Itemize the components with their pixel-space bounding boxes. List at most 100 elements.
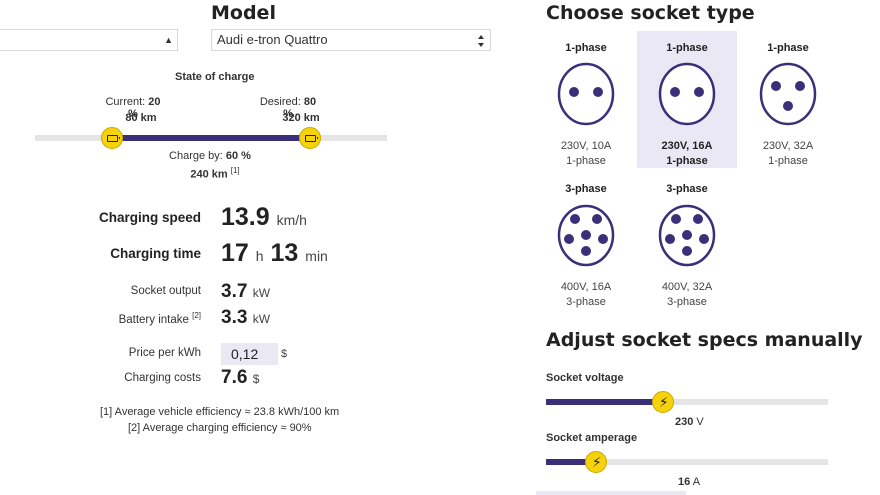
charge-by: Charge by: 60 % (160, 150, 260, 162)
socket-sub-label: 1-phase (666, 155, 708, 167)
amperage-slider-handle[interactable]: ⚡︎ (584, 451, 607, 473)
charge-by-km-wrap: 240 km [1] (170, 166, 260, 181)
charging-speed-number: 13.9 (221, 203, 270, 231)
price-input[interactable]: 0,12 (221, 343, 278, 365)
socket-option[interactable]: 1-phase 230V, 16A 1-phase (637, 31, 737, 168)
voltage-slider-track[interactable] (546, 399, 828, 405)
three-phase-socket-icon (658, 204, 716, 267)
socket-sub-label: 1-phase (566, 155, 606, 167)
voltage-slider-fill (546, 399, 659, 405)
soc-desired-km: 320 km (282, 112, 320, 124)
socket-option[interactable]: 1-phase 230V, 10A 1-phase (536, 31, 636, 168)
socket-spec: 400V, 32A (661, 281, 713, 293)
lightning-bolt-icon: ⚡︎ (591, 455, 602, 471)
battery-icon (305, 135, 318, 142)
amperage-value: 16 (678, 476, 691, 488)
socket-type-title: Choose socket type (546, 2, 755, 24)
single-phase-socket-icon (658, 62, 716, 126)
socket-option[interactable]: 3-phase 400V, 32A 3-phase (637, 172, 737, 309)
battery-intake-label: Battery intake (118, 313, 189, 326)
make-select[interactable]: ▲ (0, 29, 178, 51)
socket-output-label: Socket output (130, 285, 201, 297)
manual-title: Adjust socket specs manually (546, 329, 863, 351)
battery-intake-unit: kW (252, 312, 271, 326)
socket-output-unit: kW (252, 286, 271, 300)
socket-phase-label: 1-phase (565, 42, 607, 54)
charging-time-label: Charging time (110, 246, 201, 261)
amperage-slider-fill (546, 459, 597, 465)
battery-icon (107, 135, 120, 142)
socket-spec: 230V, 32A (762, 140, 814, 152)
model-select[interactable]: Audi e-tron Quattro (211, 29, 491, 51)
charging-time-value: 17 h 13 min (221, 239, 328, 268)
charge-by-pct: 60 % (225, 150, 251, 162)
chevron-updown-icon (477, 30, 485, 55)
socket-spec: 400V, 16A (560, 281, 612, 293)
socket-output-value: 3.7 kW (221, 281, 270, 303)
footnote-1: [1] Average vehicle efficiency ≈ 23.8 kW… (100, 406, 340, 418)
amperage-label: Socket amperage (546, 432, 638, 444)
charging-costs-unit: $ (252, 372, 260, 386)
amperage-unit: A (692, 476, 701, 488)
single-phase-socket-icon (557, 62, 615, 126)
soc-current-km: 80 km (125, 112, 157, 124)
soc-desired-handle[interactable] (299, 127, 321, 149)
charging-time-hours: 17 (221, 239, 249, 267)
lightning-bolt-icon: ⚡︎ (658, 395, 669, 411)
soc-desired: Desired: 80 % (255, 96, 321, 120)
charging-costs-label: Charging costs (124, 372, 201, 384)
amperage-readout: 16 A (678, 476, 700, 488)
footnote-2: [2] Average charging efficiency ≈ 90% (128, 422, 312, 434)
charge-by-label: Charge by: (169, 150, 223, 162)
soc-current-km-wrap: 80 km (100, 112, 182, 124)
price-unit: $ (281, 348, 288, 360)
charging-speed-unit: km/h (276, 212, 307, 228)
soc-desired-km-wrap: 320 km (260, 112, 342, 124)
charging-time-min-unit: min (305, 248, 328, 264)
charging-speed-value: 13.9 km/h (221, 203, 307, 232)
battery-intake-label-wrap: Battery intake [2] (60, 311, 201, 326)
voltage-slider-handle[interactable]: ⚡︎ (651, 391, 674, 413)
model-select-value: Audi e-tron Quattro (217, 32, 328, 47)
soc-slider-range (112, 135, 311, 141)
socket-output-number: 3.7 (221, 281, 248, 302)
battery-intake-number: 3.3 (221, 307, 248, 328)
socket-phase-label: 1-phase (767, 42, 809, 54)
soc-current-pct: 20 % (128, 96, 161, 120)
charge-by-km: 240 km (190, 168, 228, 181)
amperage-slider-track[interactable] (546, 459, 828, 465)
charging-costs-value: 7.6 $ (221, 367, 259, 389)
socket-sub-label: 3-phase (667, 296, 707, 308)
soc-current-handle[interactable] (101, 127, 123, 149)
socket-phase-label: 3-phase (666, 183, 708, 195)
chevron-updown-icon: ▲ (164, 35, 173, 45)
socket-phase-label: 1-phase (666, 42, 708, 54)
socket-spec: 230V, 10A (560, 140, 612, 152)
charging-time-minutes: 13 (270, 239, 299, 267)
soc-current: Current: 20 % (100, 96, 166, 120)
voltage-unit: V (696, 416, 704, 428)
single-phase-socket-icon (759, 62, 817, 126)
charging-speed-label: Charging speed (98, 210, 201, 225)
socket-option[interactable]: 1-phase 230V, 32A 1-phase (738, 31, 838, 168)
battery-intake-ref: [2] (192, 311, 201, 320)
three-phase-socket-icon (557, 204, 615, 267)
voltage-label: Socket voltage (546, 372, 624, 384)
charging-costs-number: 7.6 (221, 367, 248, 388)
soc-desired-label: Desired: (259, 96, 301, 108)
battery-intake-value: 3.3 kW (221, 307, 270, 329)
charging-time-h-unit: h (255, 248, 264, 264)
socket-spec: 230V, 16A (661, 140, 713, 152)
soc-desired-pct: 80 % (283, 96, 317, 120)
model-title: Model (211, 2, 276, 24)
socket-sub-label: 3-phase (566, 296, 606, 308)
price-label: Price per kWh (128, 347, 201, 359)
soc-current-label: Current: (105, 96, 146, 108)
socket-option[interactable]: 3-phase 400V, 16A 3-phase (536, 172, 636, 309)
voltage-readout: 230 V (675, 416, 704, 428)
voltage-value: 230 (675, 416, 694, 428)
socket-phase-label: 3-phase (565, 183, 607, 195)
socket-sub-label: 1-phase (768, 155, 808, 167)
charge-by-ref: [1] (230, 166, 240, 175)
soc-title: State of charge (175, 71, 255, 83)
